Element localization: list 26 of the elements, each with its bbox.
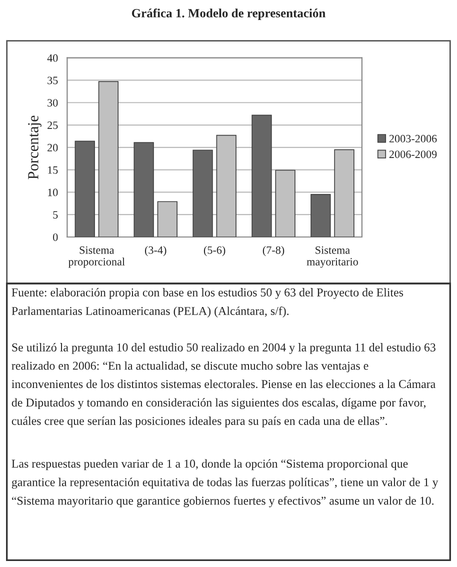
bar bbox=[192, 150, 213, 238]
source-note: Fuente: elaboración propia con base en los estudios 50 y 63 del Proyecto de Elites Parlamentarias Latinoamericanas (PELA) (Alcántara, s/f). bbox=[12, 288, 404, 318]
x-tick-label: Sistema mayoritario bbox=[306, 246, 358, 268]
y-tick-label: 5 bbox=[53, 211, 58, 219]
y-tick-label: 0 bbox=[53, 233, 58, 241]
bar bbox=[252, 114, 272, 238]
legend-label: 2006-2009 bbox=[389, 150, 437, 158]
y-tick-label: 15 bbox=[48, 166, 58, 174]
chart-title: Gráfica 1. Modelo de representación bbox=[132, 8, 326, 20]
x-tick-label: (5-6) bbox=[204, 246, 226, 256]
y-tick-label: 40 bbox=[47, 54, 58, 62]
x-tick-label: (3-4) bbox=[144, 246, 166, 256]
bar bbox=[74, 140, 95, 238]
y-tick-label: 25 bbox=[48, 122, 58, 129]
y-tick-label: 35 bbox=[48, 76, 58, 84]
y-tick-label: 30 bbox=[48, 99, 58, 107]
x-tick-label: Sistema proporcional bbox=[68, 246, 125, 268]
x-tick-label: (7-8) bbox=[262, 246, 284, 256]
text: Se utilizó la pregunta 10 del estudio 50 realizado en 2004 y la pregunta 11 del estudio 63 realizado en 2006: “En la actualidad, se discute mucho sobre las ventajas e inconvenientes de los distintos sistemas electorales. Piense en las elecciones a la Cámara de Diputados y tomando en consideración las siguientes dos escalas, dígame por favor, cuáles cree que serían las posiciones ideales para su país en cada una de ellas”. bbox=[12, 343, 436, 428]
bar bbox=[310, 194, 331, 238]
text: Las respuestas pueden variar de 1 a 10, donde la opción “Sistema proporcional que garantice la representación equitativa de todas las fuerzas políticas”, tiene un valor de 1 y “Sistema mayoritario que garantice gobiernos fuertes y efectivos” asume un valor de 10. bbox=[12, 459, 438, 508]
legend-label: 2003-2006 bbox=[389, 134, 437, 142]
y-tick-label: 10 bbox=[48, 188, 58, 196]
y-axis-title: Porcentaje bbox=[28, 116, 42, 180]
y-tick-label: 20 bbox=[48, 144, 58, 152]
bar bbox=[134, 142, 154, 238]
